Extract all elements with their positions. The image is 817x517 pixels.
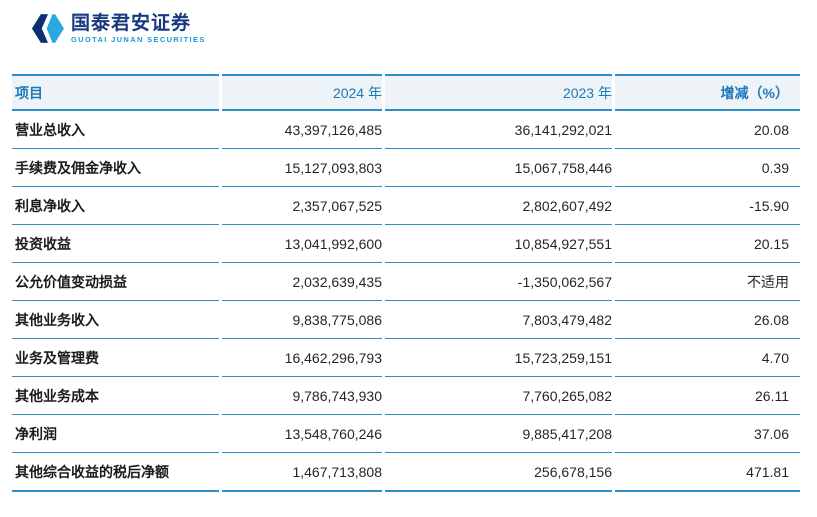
logo-name-cn: 国泰君安证券	[71, 13, 192, 34]
row-2023: 15,723,259,151	[385, 339, 612, 377]
column-header-2024: 2024 年	[222, 74, 382, 111]
row-2023: 2,802,607,492	[385, 187, 612, 225]
row-2023: 15,067,758,446	[385, 149, 612, 187]
row-change: 不适用	[615, 263, 800, 301]
table-row: 利息净收入 2,357,067,525 2,802,607,492 -15.90	[12, 187, 800, 225]
row-item: 净利润	[12, 415, 219, 453]
row-2023: 9,885,417,208	[385, 415, 612, 453]
row-2024: 13,548,760,246	[222, 415, 382, 453]
row-2024: 9,838,775,086	[222, 301, 382, 339]
row-2023: 36,141,292,021	[385, 111, 612, 149]
table-row: 净利润 13,548,760,246 9,885,417,208 37.06	[12, 415, 800, 453]
row-2023: 256,678,156	[385, 453, 612, 492]
row-2024: 9,786,743,930	[222, 377, 382, 415]
row-change: 4.70	[615, 339, 800, 377]
column-header-item: 项目	[12, 74, 219, 111]
table-row: 投资收益 13,041,992,600 10,854,927,551 20.15	[12, 225, 800, 263]
row-2024: 2,032,639,435	[222, 263, 382, 301]
row-item: 营业总收入	[12, 111, 219, 149]
row-item: 业务及管理费	[12, 339, 219, 377]
logo-name-en: GUOTAI JUNAN SECURITIES	[71, 35, 206, 44]
table-row: 业务及管理费 16,462,296,793 15,723,259,151 4.7…	[12, 339, 800, 377]
row-2024: 1,467,713,808	[222, 453, 382, 492]
row-item: 其他综合收益的税后净额	[12, 453, 219, 492]
row-item: 其他业务成本	[12, 377, 219, 415]
row-2024: 16,462,296,793	[222, 339, 382, 377]
table-row: 营业总收入 43,397,126,485 36,141,292,021 20.0…	[12, 111, 800, 149]
row-change: 0.39	[615, 149, 800, 187]
row-item: 其他业务收入	[12, 301, 219, 339]
table-row: 公允价值变动损益 2,032,639,435 -1,350,062,567 不适…	[12, 263, 800, 301]
row-change: -15.90	[615, 187, 800, 225]
row-item: 公允价值变动损益	[12, 263, 219, 301]
logo-text: 国泰君安证券 GUOTAI JUNAN SECURITIES	[71, 13, 206, 44]
column-header-2023: 2023 年	[385, 74, 612, 111]
row-2024: 13,041,992,600	[222, 225, 382, 263]
table-row: 其他综合收益的税后净额 1,467,713,808 256,678,156 47…	[12, 453, 800, 492]
guotai-junan-logo-icon	[32, 14, 64, 43]
row-change: 471.81	[615, 453, 800, 492]
row-change: 26.08	[615, 301, 800, 339]
row-2023: 7,760,265,082	[385, 377, 612, 415]
table-header-row: 项目 2024 年 2023 年 增减（%）	[12, 74, 800, 111]
column-header-change: 增减（%）	[615, 74, 800, 111]
row-2024: 43,397,126,485	[222, 111, 382, 149]
row-change: 20.08	[615, 111, 800, 149]
row-2023: 7,803,479,482	[385, 301, 612, 339]
row-change: 37.06	[615, 415, 800, 453]
row-2023: -1,350,062,567	[385, 263, 612, 301]
row-2023: 10,854,927,551	[385, 225, 612, 263]
logo: 国泰君安证券 GUOTAI JUNAN SECURITIES	[32, 13, 206, 44]
row-change: 20.15	[615, 225, 800, 263]
table-row: 手续费及佣金净收入 15,127,093,803 15,067,758,446 …	[12, 149, 800, 187]
table-row: 其他业务收入 9,838,775,086 7,803,479,482 26.08	[12, 301, 800, 339]
row-item: 手续费及佣金净收入	[12, 149, 219, 187]
row-change: 26.11	[615, 377, 800, 415]
row-2024: 15,127,093,803	[222, 149, 382, 187]
row-item: 投资收益	[12, 225, 219, 263]
row-item: 利息净收入	[12, 187, 219, 225]
table-row: 其他业务成本 9,786,743,930 7,760,265,082 26.11	[12, 377, 800, 415]
row-2024: 2,357,067,525	[222, 187, 382, 225]
financial-summary-table: 项目 2024 年 2023 年 增减（%） 营业总收入 43,397,126,…	[9, 74, 803, 492]
